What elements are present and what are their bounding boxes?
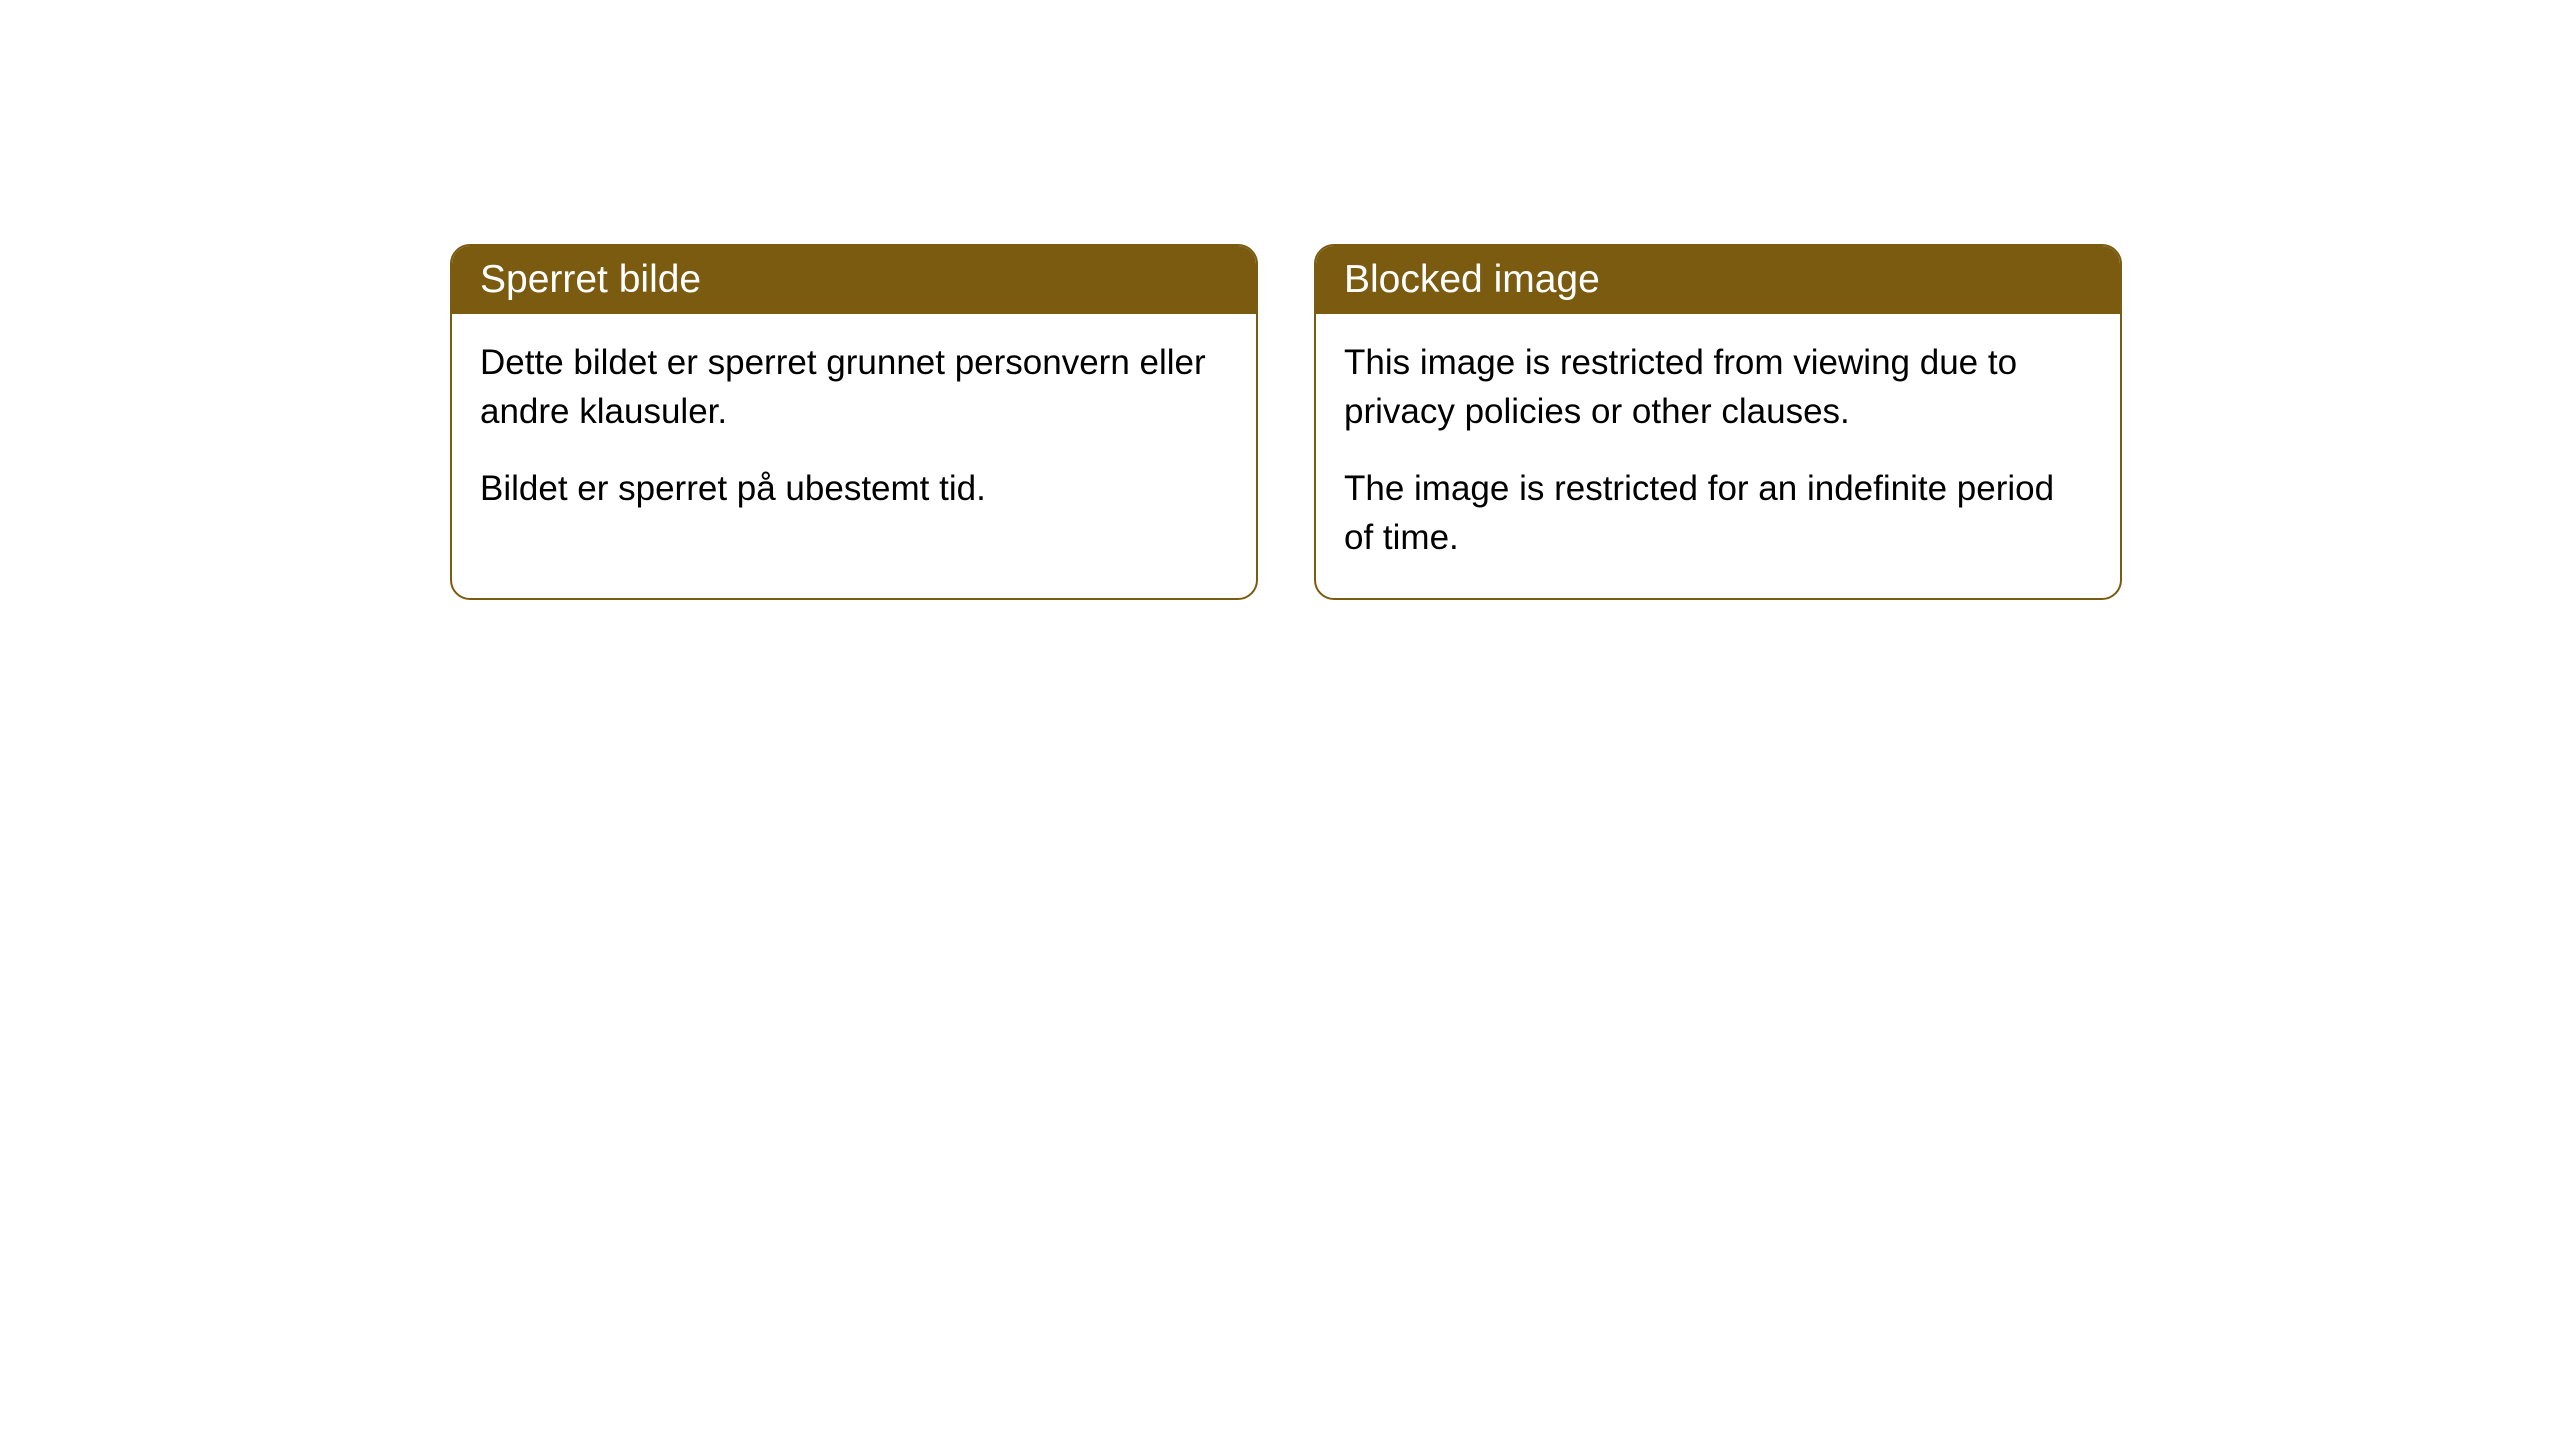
cards-container: Sperret bilde Dette bildet er sperret gr…: [450, 244, 2122, 600]
card-paragraph: The image is restricted for an indefinit…: [1344, 464, 2092, 562]
card-title: Blocked image: [1344, 258, 1600, 301]
card-header: Blocked image: [1316, 246, 2120, 314]
card-header: Sperret bilde: [452, 246, 1256, 314]
card-body: Dette bildet er sperret grunnet personve…: [452, 314, 1256, 549]
blocked-image-card-english: Blocked image This image is restricted f…: [1314, 244, 2122, 600]
card-body: This image is restricted from viewing du…: [1316, 314, 2120, 598]
card-paragraph: This image is restricted from viewing du…: [1344, 338, 2092, 436]
card-paragraph: Dette bildet er sperret grunnet personve…: [480, 338, 1228, 436]
card-paragraph: Bildet er sperret på ubestemt tid.: [480, 464, 1228, 513]
card-title: Sperret bilde: [480, 258, 701, 301]
blocked-image-card-norwegian: Sperret bilde Dette bildet er sperret gr…: [450, 244, 1258, 600]
